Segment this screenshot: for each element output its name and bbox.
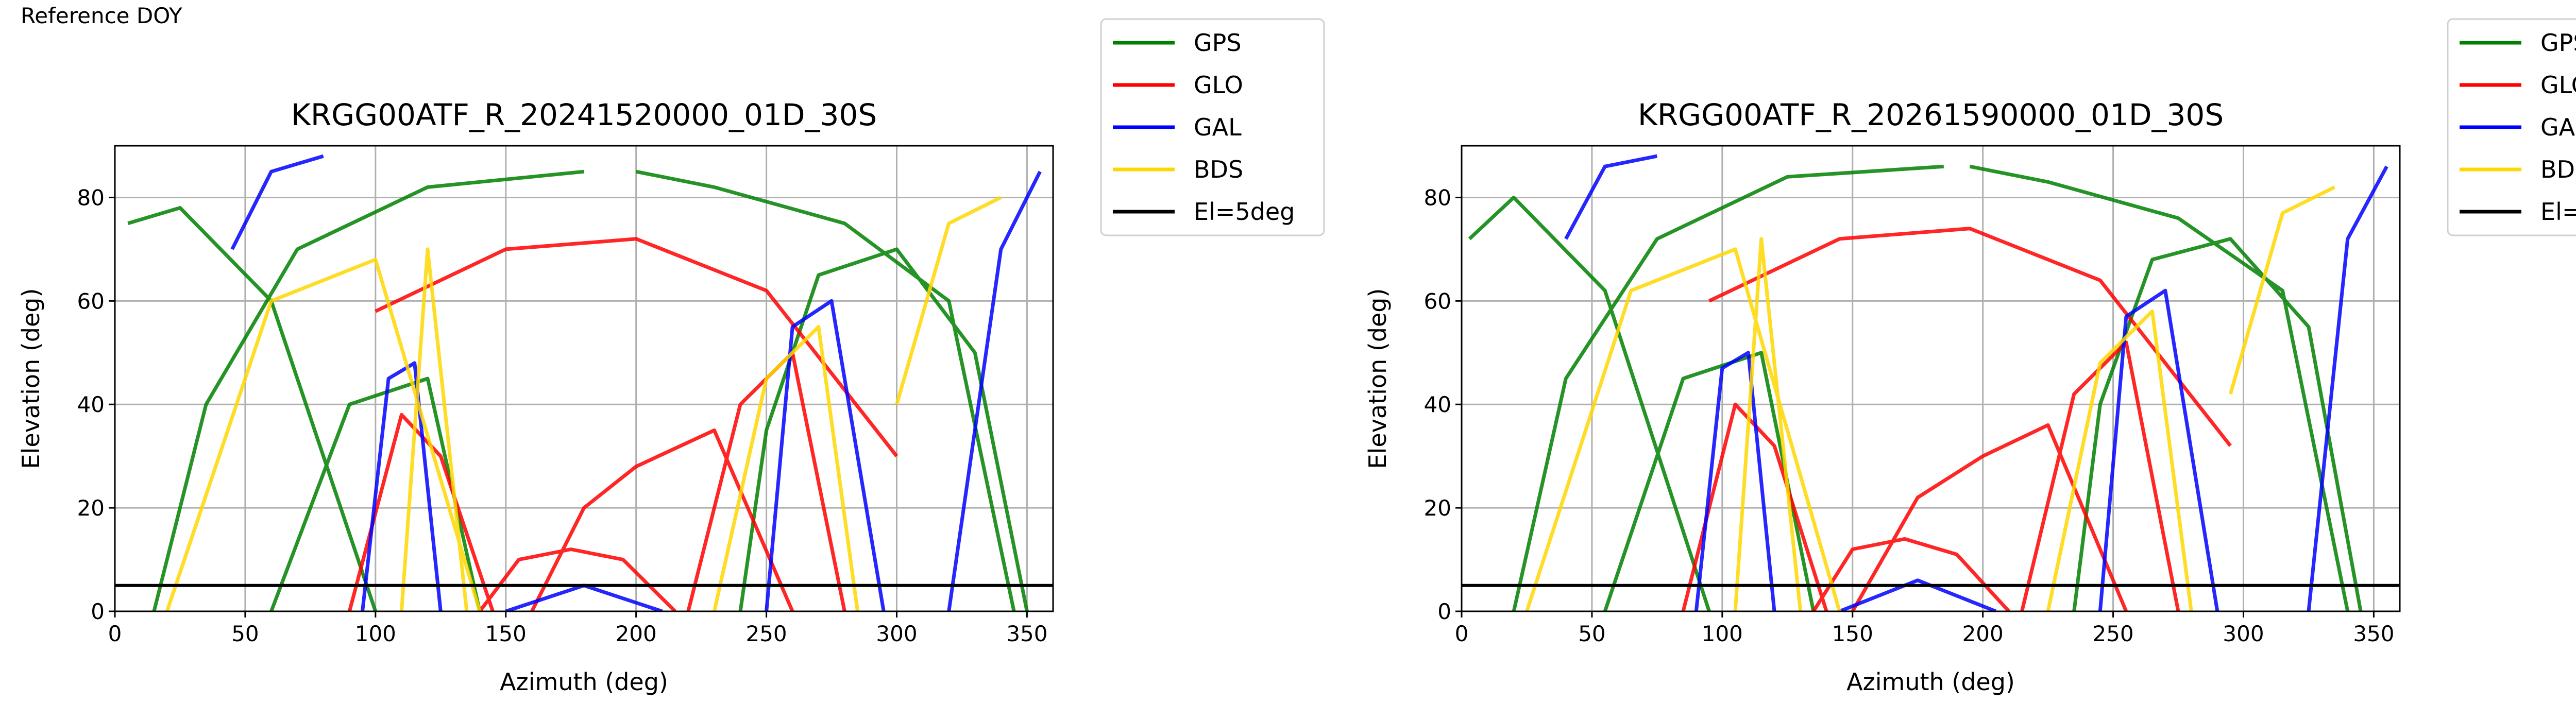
x-tick-label: 100 [355,621,396,646]
x-tick-label: 100 [1702,621,1743,646]
x-tick-label: 300 [876,621,917,646]
x-tick-label: 350 [1006,621,1047,646]
x-tick-label: 350 [2353,621,2394,646]
legend-label: GPS [2540,29,2576,57]
x-tick-label: 50 [231,621,259,646]
x-tick-label: 50 [1578,621,1605,646]
legend-label: GAL [1194,113,1242,141]
legend-label: BDS [2540,156,2576,183]
legend-label: GPS [1194,29,1242,57]
y-axis-label: Elevation (deg) [17,288,45,469]
chart: 0 20 40 60 80 0 50 100 150 200 250 300 350 KRGG00ATF_… [1364,18,2576,696]
x-tick-label: 200 [616,621,657,646]
legend-box [1100,18,1325,236]
y-tick-label: 80 [77,185,105,210]
axes-frame [114,145,1054,612]
x-tick-label: 250 [745,621,787,646]
chart-title: KRGG00ATF_R_20261590000_01D_30S [1638,97,2224,132]
legend-label: GAL [2540,113,2576,141]
track [127,169,1029,611]
x-tick-label: 200 [1962,621,2004,646]
x-tick-label: 150 [1832,621,1873,646]
y-tick-label: 60 [77,288,105,314]
legend-label: El=5deg [1194,198,1295,226]
legend-label: BDS [1194,156,1243,183]
x-tick-label: 150 [485,621,527,646]
track [1525,185,2336,611]
track [230,154,1042,611]
chart: 0 20 40 60 80 0 50 100 150 200 250 300 350 KRGG00ATF_… [17,18,1325,696]
x-tick-label: 0 [108,621,122,646]
y-tick-label: 40 [1424,392,1451,417]
y-tick-label: 60 [1424,288,1451,314]
y-tick-label: 80 [1424,185,1451,210]
chart-title: KRGG00ATF_R_20241520000_01D_30S [291,97,877,132]
x-axis-label: Azimuth (deg) [500,668,668,696]
y-axis-label: Elevation (deg) [1364,288,1392,469]
x-tick-label: 250 [2092,621,2133,646]
y-tick-label: 0 [91,599,105,624]
x-axis-label: Azimuth (deg) [1846,668,2015,696]
y-tick-label: 20 [1424,495,1451,521]
track [1468,164,2363,611]
legend-label: GLO [2540,71,2576,99]
track [1564,154,2388,611]
header-text: Reference DOY [21,3,182,28]
y-tick-label: 0 [1437,599,1451,624]
x-tick-label: 0 [1455,621,1469,646]
legend-label: GLO [1194,71,1243,99]
y-tick-label: 40 [77,392,105,417]
y-tick-label: 20 [77,495,105,521]
axes-frame [1461,145,2401,612]
x-tick-label: 300 [2223,621,2264,646]
legend-label: El=5deg [2540,198,2576,226]
track [165,196,1002,611]
